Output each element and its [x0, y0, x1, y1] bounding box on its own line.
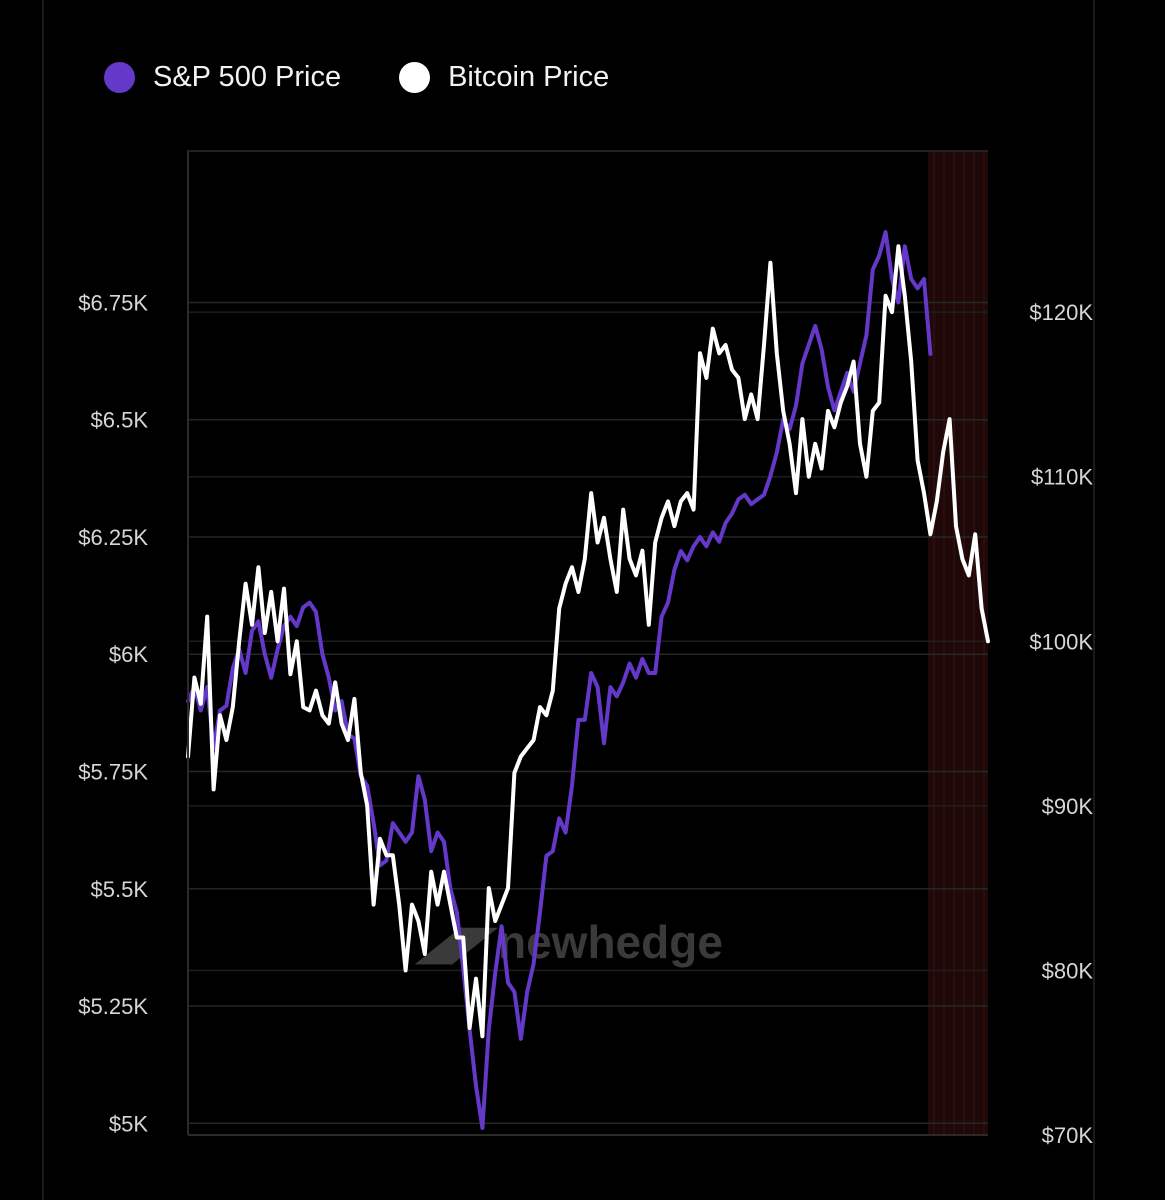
sp500-price-line	[186, 230, 933, 1130]
left-axis-tick-label: $5K	[109, 1111, 148, 1136]
right-axis-tick-label: $110K	[1031, 465, 1093, 490]
left-axis-tick-label: $6.75K	[78, 290, 148, 315]
right-axis-tick-label: $80K	[1042, 958, 1094, 983]
frame-divider-left	[42, 0, 44, 1200]
plot-area	[188, 150, 988, 1135]
legend-label-sp500: S&P 500 Price	[153, 60, 342, 93]
left-axis-tick-label: $5.5K	[91, 877, 149, 902]
legend-item-sp500[interactable]: S&P 500 Price	[104, 61, 341, 94]
left-axis-tick-label: $6.25K	[78, 525, 148, 550]
left-axis-tick-label: $5.25K	[78, 994, 148, 1019]
left-axis-tick-label: $5.75K	[78, 759, 148, 784]
legend-item-bitcoin[interactable]: Bitcoin Price	[399, 61, 609, 94]
right-axis-tick-label: $70K	[1042, 1123, 1094, 1148]
legend-swatch-sp500	[104, 61, 135, 93]
legend-label-bitcoin: Bitcoin Price	[448, 60, 610, 93]
shaded-region	[928, 150, 988, 1135]
newhedge-watermark: newhedge	[498, 916, 723, 968]
right-axis-tick-label: $100K	[1029, 629, 1093, 654]
chart-legend: S&P 500 Price Bitcoin Price	[104, 55, 609, 99]
right-axis-tick-label: $120K	[1029, 300, 1093, 325]
left-axis-tick-label: $6.5K	[91, 408, 149, 433]
left-axis-tick-label: $6K	[109, 642, 148, 667]
right-axis-tick-label: $90K	[1042, 794, 1094, 819]
bitcoin-price-line	[186, 244, 990, 1039]
legend-swatch-bitcoin	[399, 61, 431, 93]
frame-divider-right	[1093, 0, 1095, 1200]
